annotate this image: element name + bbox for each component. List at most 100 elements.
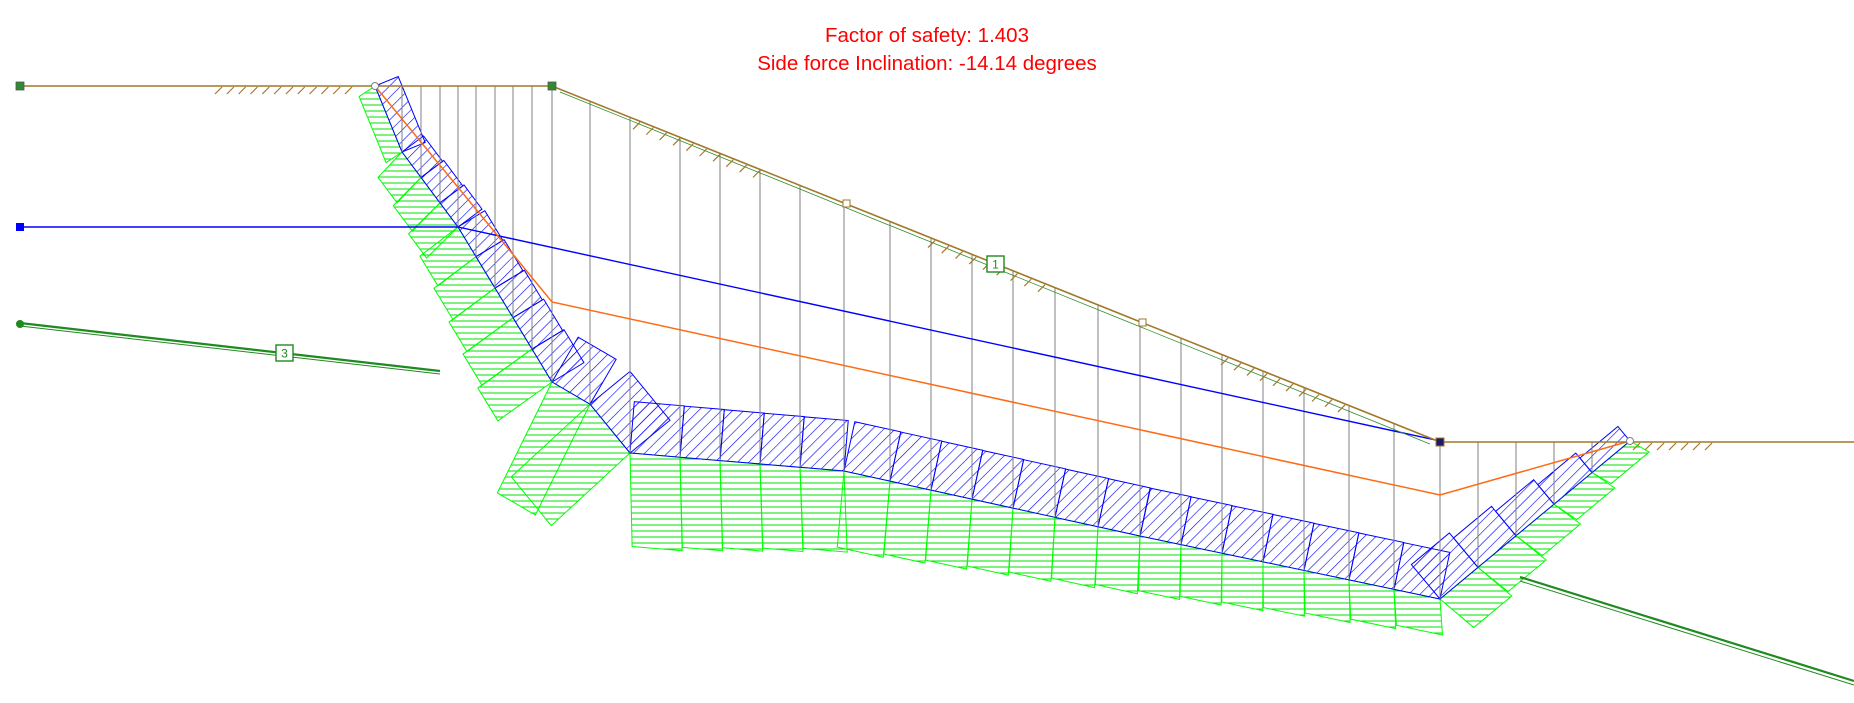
- ground-hatch-mark: [226, 86, 235, 95]
- ground-hatch-mark: [1037, 284, 1046, 293]
- line-of-thrust: [374, 85, 1631, 496]
- ground-hatch-mark: [632, 121, 641, 130]
- ground-hatch-mark: [332, 86, 341, 95]
- stratum-boundary-left-lower: [19, 325, 441, 375]
- ground-point: [1138, 318, 1147, 327]
- ground-hatch-mark: [238, 86, 247, 95]
- ground-hatch-mark: [214, 86, 223, 95]
- normal-stress-block: [759, 463, 804, 553]
- normal-stress-block: [1262, 561, 1305, 617]
- stratum-boundary-right-lower: [1519, 580, 1854, 686]
- ground-hatch-mark: [1337, 404, 1346, 413]
- ground-point: [842, 199, 851, 208]
- stratum-boundary-right-upper: [1519, 575, 1854, 683]
- stratum-boundary-left-upper: [19, 321, 441, 373]
- slice-lines: [401, 86, 1593, 599]
- slice-base-band: [719, 409, 765, 465]
- slice-base-band: [1452, 505, 1517, 569]
- ground-hatch-mark: [685, 143, 694, 152]
- region-label-1: 1: [986, 255, 1005, 273]
- ground-hatch-mark: [1010, 273, 1018, 282]
- ground-hatch-mark: [1023, 278, 1032, 287]
- ground-point: [15, 81, 25, 91]
- ground-hatch-mark: [250, 86, 258, 95]
- normal-stress-block: [719, 460, 764, 552]
- ground-point: [1435, 437, 1445, 447]
- ground-hatch-mark: [297, 86, 306, 95]
- region-label-1-box: [986, 255, 1005, 273]
- slice-base-band: [759, 412, 805, 468]
- ground-hatch-mark: [752, 169, 761, 178]
- region-label-1-text: 1: [992, 258, 999, 272]
- slice-base-band: [799, 416, 849, 472]
- ground-hatch-mark: [1704, 442, 1713, 451]
- water-table-point: [16, 223, 24, 231]
- ground-hatch-mark: [261, 86, 270, 95]
- slice-base-band: [629, 401, 685, 458]
- ground-hatch-mark: [1656, 442, 1665, 451]
- ground-hatch-mark: [699, 148, 708, 157]
- ground-hatching: [214, 86, 1713, 451]
- ground-hatch-mark: [672, 137, 681, 146]
- normal-stress-block: [1179, 543, 1223, 606]
- ground-hatch-mark: [309, 86, 317, 95]
- ground-hatch-mark: [1298, 388, 1307, 397]
- ground-hatch-mark: [1285, 383, 1294, 392]
- ground-hatch-mark: [712, 153, 721, 162]
- ground-hatch-mark: [1692, 442, 1701, 451]
- ground-hatch-mark: [1220, 357, 1229, 366]
- ground-hatch-mark: [725, 159, 734, 168]
- normal-stress-block: [679, 456, 723, 552]
- ground-hatch-mark: [1644, 442, 1653, 451]
- ground-hatch-mark: [1632, 442, 1641, 451]
- ground-hatch-mark: [955, 251, 963, 259]
- ground-hatch-mark: [1259, 373, 1268, 382]
- slip-entry-point: [371, 82, 379, 90]
- slice-base-band: [1494, 479, 1555, 537]
- normal-stress-block: [966, 498, 1014, 576]
- slice-base-band: [679, 405, 725, 462]
- ground-hatch-mark: [659, 132, 668, 141]
- slice-base-bands: [374, 75, 1631, 600]
- normal-stress-block: [883, 480, 932, 564]
- ground-hatch-mark: [1324, 399, 1333, 408]
- region-label-3: 3: [275, 344, 294, 362]
- normal-stress-block: [925, 489, 973, 570]
- ground-hatch-mark: [1233, 362, 1242, 371]
- region-label-3-text: 3: [281, 347, 288, 361]
- water-table-slope: [457, 226, 1441, 442]
- normal-stress-block: [629, 452, 683, 552]
- stratum-boundary-3: [16, 320, 1854, 686]
- ground-hatch-mark: [285, 86, 294, 95]
- ground-hatch-mark: [941, 245, 950, 254]
- region-label-3-box: [275, 344, 294, 362]
- ground-hatch-mark: [645, 127, 654, 136]
- slice-base-band: [1537, 452, 1593, 505]
- ground-hatch-mark: [344, 86, 353, 95]
- slice-base-band: [551, 336, 617, 405]
- normal-stress-block: [836, 470, 891, 558]
- ground-hatch-mark: [320, 86, 329, 95]
- ground-hatch-mark: [1680, 442, 1689, 451]
- normal-stress-block: [1008, 507, 1056, 582]
- ground-hatch-mark: [739, 164, 748, 173]
- ground-surface-line: [20, 85, 1854, 443]
- normal-stress-diagram: [358, 85, 1651, 636]
- ground-point: [547, 81, 557, 91]
- ground-hatch-mark: [1272, 378, 1281, 387]
- ground-hatch-mark: [1246, 368, 1255, 376]
- slice-base-band: [1410, 532, 1479, 600]
- normal-stress-block: [1137, 535, 1182, 600]
- slice-base-band: [439, 184, 483, 228]
- ground-hatch-mark: [1668, 442, 1677, 451]
- ground-surface: [15, 81, 1854, 451]
- ground-hatch-mark: [968, 256, 977, 265]
- ground-hatch-mark: [1311, 394, 1320, 402]
- normal-stress-block: [1051, 516, 1099, 589]
- slip-exit-point: [1626, 437, 1634, 445]
- ground-hatch-mark: [273, 86, 282, 95]
- ground-hatch-mark: [927, 240, 936, 248]
- normal-stress-block: [1094, 526, 1141, 595]
- stratum-point: [16, 320, 24, 328]
